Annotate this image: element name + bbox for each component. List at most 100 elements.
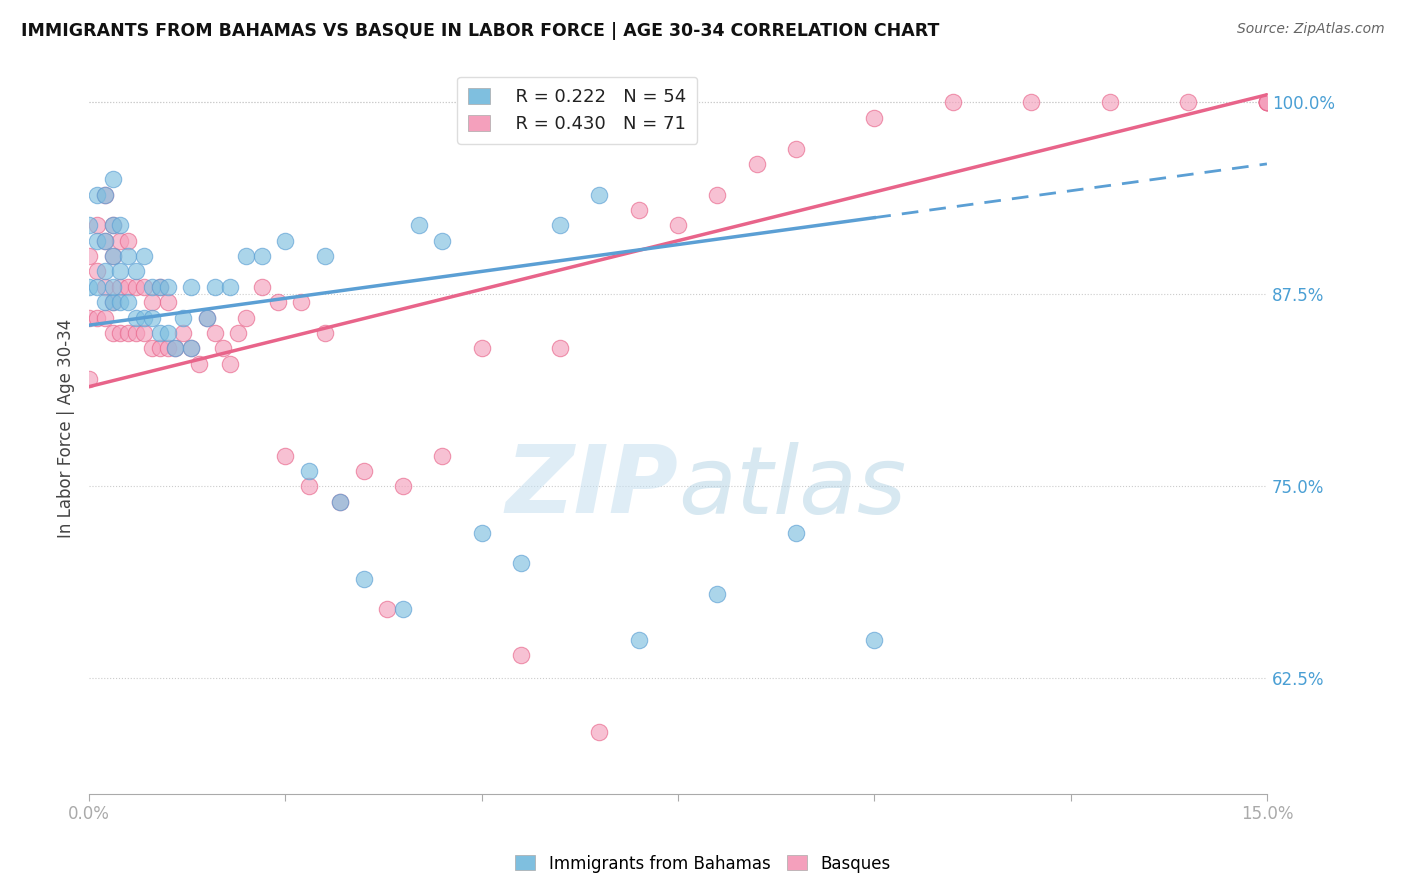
Point: [785, 142, 807, 156]
Point: [86, 280, 108, 294]
Point: [1098, 95, 1121, 110]
Y-axis label: In Labor Force | Age 30-34: In Labor Force | Age 30-34: [58, 319, 75, 539]
Point: [101, 280, 124, 294]
Point: [471, 525, 494, 540]
Point: [94, 280, 117, 294]
Point: [1256, 95, 1278, 110]
Point: [1256, 95, 1278, 110]
Point: [588, 187, 610, 202]
Point: [548, 341, 571, 355]
Point: [156, 341, 179, 355]
Point: [156, 326, 179, 340]
Point: [510, 556, 533, 570]
Point: [110, 326, 132, 340]
Point: [1256, 95, 1278, 110]
Point: [86, 219, 108, 233]
Point: [132, 326, 155, 340]
Point: [117, 280, 139, 294]
Point: [1021, 95, 1043, 110]
Point: [314, 326, 336, 340]
Point: [195, 310, 218, 325]
Point: [942, 95, 965, 110]
Point: [117, 326, 139, 340]
Point: [1256, 95, 1278, 110]
Point: [149, 280, 172, 294]
Point: [156, 295, 179, 310]
Point: [235, 249, 257, 263]
Point: [274, 234, 297, 248]
Point: [110, 264, 132, 278]
Point: [86, 264, 108, 278]
Point: [377, 602, 399, 616]
Point: [94, 264, 117, 278]
Legend:   R = 0.222   N = 54,   R = 0.430   N = 71: R = 0.222 N = 54, R = 0.430 N = 71: [457, 77, 697, 144]
Point: [588, 725, 610, 739]
Point: [863, 111, 886, 125]
Point: [125, 264, 148, 278]
Point: [125, 326, 148, 340]
Point: [706, 587, 728, 601]
Point: [353, 572, 375, 586]
Point: [172, 326, 194, 340]
Text: ZIP: ZIP: [505, 442, 678, 533]
Point: [132, 280, 155, 294]
Point: [94, 187, 117, 202]
Text: atlas: atlas: [678, 442, 907, 533]
Point: [117, 295, 139, 310]
Point: [235, 310, 257, 325]
Point: [863, 633, 886, 648]
Point: [204, 280, 226, 294]
Point: [1256, 95, 1278, 110]
Point: [149, 280, 172, 294]
Point: [156, 280, 179, 294]
Point: [165, 341, 187, 355]
Point: [172, 310, 194, 325]
Point: [101, 219, 124, 233]
Point: [666, 219, 689, 233]
Point: [94, 187, 117, 202]
Point: [329, 495, 352, 509]
Point: [86, 310, 108, 325]
Point: [226, 326, 249, 340]
Point: [471, 341, 494, 355]
Point: [149, 326, 172, 340]
Point: [745, 157, 768, 171]
Point: [180, 280, 202, 294]
Point: [432, 234, 454, 248]
Point: [219, 357, 242, 371]
Point: [329, 495, 352, 509]
Point: [180, 341, 202, 355]
Point: [94, 234, 117, 248]
Point: [627, 633, 650, 648]
Legend: Immigrants from Bahamas, Basques: Immigrants from Bahamas, Basques: [509, 848, 897, 880]
Point: [94, 234, 117, 248]
Point: [706, 187, 728, 202]
Point: [77, 310, 100, 325]
Point: [132, 310, 155, 325]
Point: [510, 648, 533, 663]
Point: [250, 249, 273, 263]
Text: Source: ZipAtlas.com: Source: ZipAtlas.com: [1237, 22, 1385, 37]
Point: [141, 295, 163, 310]
Point: [392, 479, 415, 493]
Point: [266, 295, 288, 310]
Point: [314, 249, 336, 263]
Point: [77, 249, 100, 263]
Point: [132, 249, 155, 263]
Point: [125, 310, 148, 325]
Point: [353, 464, 375, 478]
Point: [165, 341, 187, 355]
Point: [101, 249, 124, 263]
Point: [1177, 95, 1199, 110]
Point: [432, 449, 454, 463]
Point: [101, 295, 124, 310]
Point: [117, 234, 139, 248]
Point: [1256, 95, 1278, 110]
Point: [141, 341, 163, 355]
Point: [110, 280, 132, 294]
Point: [101, 249, 124, 263]
Point: [101, 172, 124, 186]
Text: IMMIGRANTS FROM BAHAMAS VS BASQUE IN LABOR FORCE | AGE 30-34 CORRELATION CHART: IMMIGRANTS FROM BAHAMAS VS BASQUE IN LAB…: [21, 22, 939, 40]
Point: [627, 202, 650, 217]
Point: [125, 280, 148, 294]
